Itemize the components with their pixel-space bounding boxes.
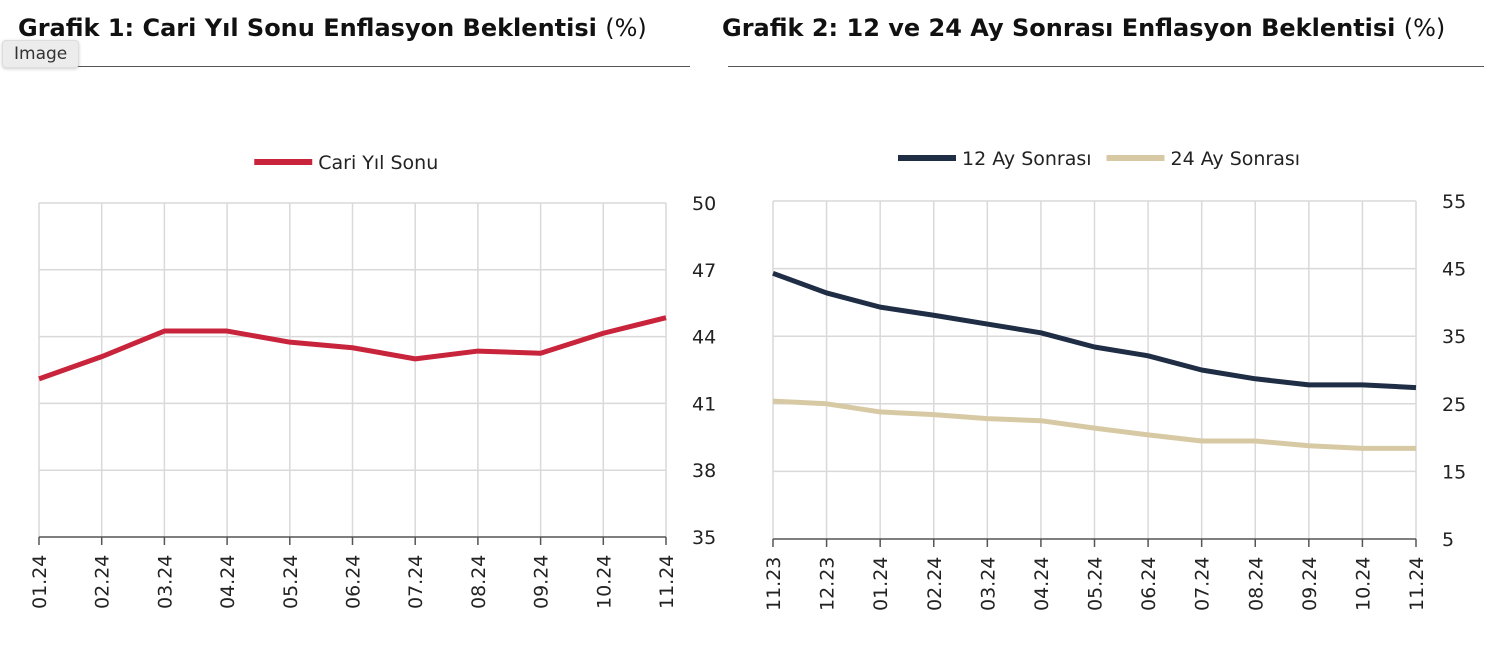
y-tick-label: 45 <box>1442 259 1466 281</box>
legend-label: 12 Ay Sonrası <box>962 148 1092 170</box>
x-tick-label: 03.24 <box>154 555 176 609</box>
x-tick-label: 04.24 <box>217 555 239 609</box>
y-tick-label: 5 <box>1442 529 1454 551</box>
x-tick-label: 07.24 <box>405 555 427 609</box>
y-tick-label: 41 <box>692 393 716 415</box>
x-tick-label: 09.24 <box>531 555 553 609</box>
chart1-title-rule <box>18 66 690 67</box>
y-tick-label: 35 <box>1442 326 1466 348</box>
x-tick-label: 11.23 <box>763 557 785 611</box>
legend-label: 24 Ay Sonrası <box>1171 148 1301 170</box>
x-tick-label: 01.24 <box>870 557 892 611</box>
x-tick-label: 12.23 <box>817 557 839 611</box>
x-tick-label: 09.24 <box>1299 557 1321 611</box>
image-badge: Image <box>2 40 80 68</box>
series-line-1 <box>772 270 1417 391</box>
x-tick-label: 10.24 <box>1352 557 1374 611</box>
y-tick-label: 35 <box>692 527 716 549</box>
x-tick-label: 11.24 <box>656 555 678 609</box>
series-line-2 <box>772 398 1416 451</box>
x-tick-label: 03.24 <box>977 557 999 611</box>
x-tick-label: 06.24 <box>1138 557 1160 611</box>
x-tick-label: 05.24 <box>1085 557 1107 611</box>
series-line-1 <box>38 315 667 382</box>
x-tick-label: 10.24 <box>593 555 615 609</box>
x-tick-label: 11.24 <box>1406 557 1428 611</box>
x-tick-label: 06.24 <box>343 555 365 609</box>
x-tick-label: 04.24 <box>1031 557 1053 611</box>
x-tick-label: 02.24 <box>92 555 114 609</box>
x-tick-label: 05.24 <box>280 555 302 609</box>
x-tick-label: 08.24 <box>468 555 490 609</box>
x-tick-label: 02.24 <box>924 557 946 611</box>
chart2-title-rule <box>728 66 1484 67</box>
legend-label: Cari Yıl Sonu <box>318 152 438 174</box>
chart2-title: Grafik 2: 12 ve 24 Ay Sonrası Enflasyon … <box>722 14 1446 42</box>
x-tick-label: 07.24 <box>1192 557 1214 611</box>
x-tick-label: 01.24 <box>29 555 51 609</box>
x-tick-label: 08.24 <box>1245 557 1267 611</box>
y-tick-label: 50 <box>692 193 716 215</box>
y-tick-label: 38 <box>692 460 716 482</box>
y-tick-label: 15 <box>1442 461 1466 483</box>
y-tick-label: 55 <box>1442 191 1466 213</box>
y-tick-label: 47 <box>692 260 716 282</box>
y-tick-label: 44 <box>692 327 716 349</box>
y-tick-label: 25 <box>1442 394 1466 416</box>
chart1-title: Grafik 1: Cari Yıl Sonu Enflasyon Beklen… <box>18 14 647 42</box>
